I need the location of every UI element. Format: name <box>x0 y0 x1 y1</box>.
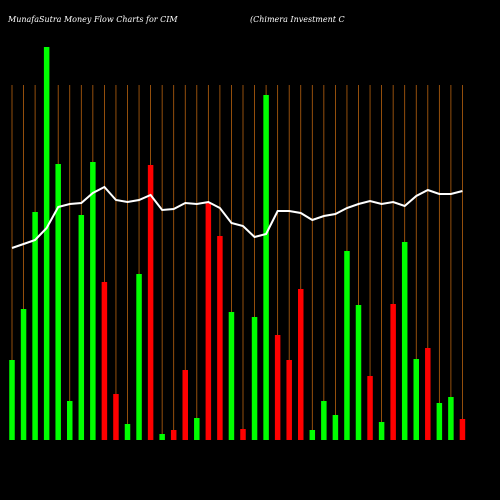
bar <box>113 394 119 440</box>
bar <box>274 335 281 440</box>
bar <box>332 415 339 440</box>
bar <box>90 162 96 440</box>
bar <box>159 434 165 440</box>
bar <box>78 215 85 440</box>
bar <box>55 164 61 440</box>
bar <box>67 401 73 440</box>
bar <box>124 424 131 440</box>
bar <box>251 317 258 440</box>
bar <box>448 397 454 440</box>
bar <box>436 403 443 440</box>
bar <box>101 282 108 440</box>
bar <box>170 430 177 440</box>
bar <box>390 304 396 440</box>
bar <box>401 242 408 440</box>
money-flow-line <box>11 185 463 249</box>
bar <box>413 359 419 440</box>
bar <box>32 212 38 440</box>
bar <box>9 360 15 440</box>
bar <box>344 251 350 440</box>
bar <box>321 401 327 440</box>
bar <box>263 95 269 440</box>
bar <box>355 305 362 440</box>
bar <box>240 429 246 440</box>
bar <box>378 422 385 440</box>
bar <box>136 274 142 440</box>
chart-title: MunafaSutra Money Flow Charts for CIM <box>7 15 178 24</box>
bar <box>43 47 50 440</box>
bar <box>182 370 188 440</box>
bar <box>367 376 373 440</box>
bar <box>425 348 431 440</box>
bar <box>286 360 292 440</box>
bar <box>147 165 154 440</box>
bar <box>309 430 316 440</box>
bar <box>194 418 200 440</box>
bar <box>228 312 235 440</box>
chart-subtitle: (Chimera Investment C <box>250 15 345 24</box>
bar <box>217 236 223 440</box>
bar <box>298 289 304 440</box>
bar <box>459 419 466 440</box>
bar <box>20 309 27 440</box>
bar <box>205 203 212 440</box>
